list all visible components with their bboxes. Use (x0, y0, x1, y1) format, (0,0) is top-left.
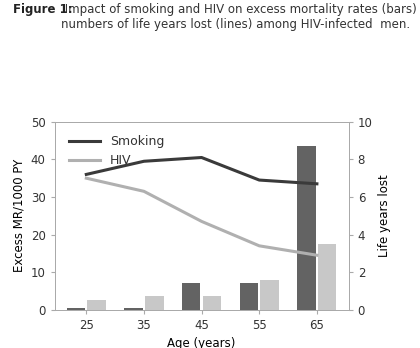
Text: Figure 1:: Figure 1: (13, 3, 72, 16)
Bar (203, 296, 221, 310)
Bar (67, 308, 85, 310)
Y-axis label: Excess MR/1000 PY: Excess MR/1000 PY (12, 159, 25, 272)
Bar (318, 244, 336, 310)
X-axis label: Age (years): Age (years) (168, 337, 236, 348)
Bar (124, 308, 143, 310)
Bar (260, 280, 279, 310)
Legend: Smoking, HIV: Smoking, HIV (64, 130, 169, 172)
Bar (87, 300, 106, 310)
Text: Impact of smoking and HIV on excess mortality rates (bars) and
numbers of life y: Impact of smoking and HIV on excess mort… (61, 3, 420, 31)
Bar (240, 283, 258, 310)
Y-axis label: Life years lost: Life years lost (378, 174, 391, 257)
Bar (182, 283, 200, 310)
Bar (145, 296, 163, 310)
Bar (297, 146, 316, 310)
